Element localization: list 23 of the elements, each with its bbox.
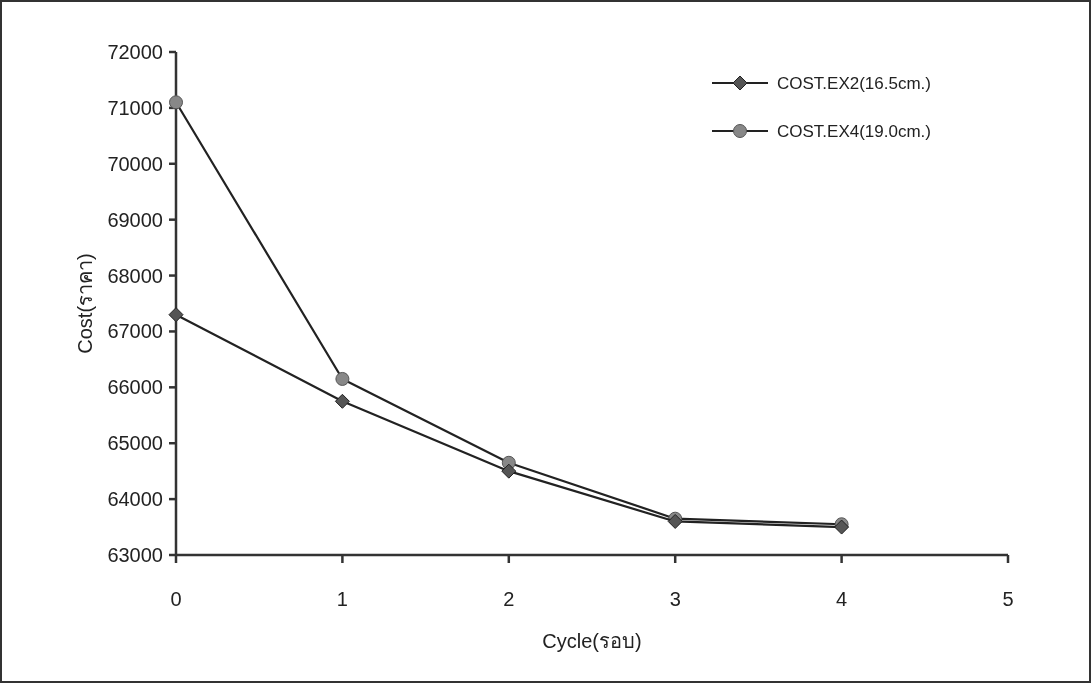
y-tick-label: 64000 [107, 488, 163, 511]
x-tick-label: 1 [336, 588, 348, 610]
legend-label: COST.EX2(16.5cm.) [777, 74, 931, 93]
x-tick-label: 5 [1002, 588, 1014, 610]
legend-label: COST.EX4(19.0cm.) [777, 122, 931, 141]
y-axis-title: Cost(ราคา) [74, 253, 96, 354]
y-tick-label: 65000 [107, 432, 163, 455]
y-tick-label: 72000 [107, 41, 163, 63]
x-tick-label: 0 [170, 588, 182, 610]
point [168, 307, 184, 323]
y-tick-label: 67000 [107, 320, 163, 343]
y-tick-label: 68000 [107, 264, 163, 287]
y-tick-label: 66000 [107, 376, 163, 399]
x-tick-label: 2 [503, 588, 515, 610]
y-tick-label: 71000 [107, 96, 163, 119]
x-tick-label: 3 [669, 588, 681, 610]
y-tick-label: 69000 [107, 208, 163, 231]
x-tick-label: 4 [836, 588, 848, 610]
x-axis-title: Cycle(รอบ) [542, 630, 642, 652]
point [501, 463, 517, 479]
y-tick-label: 63000 [107, 544, 163, 566]
point [334, 393, 350, 409]
y-tick-label: 70000 [107, 152, 163, 175]
